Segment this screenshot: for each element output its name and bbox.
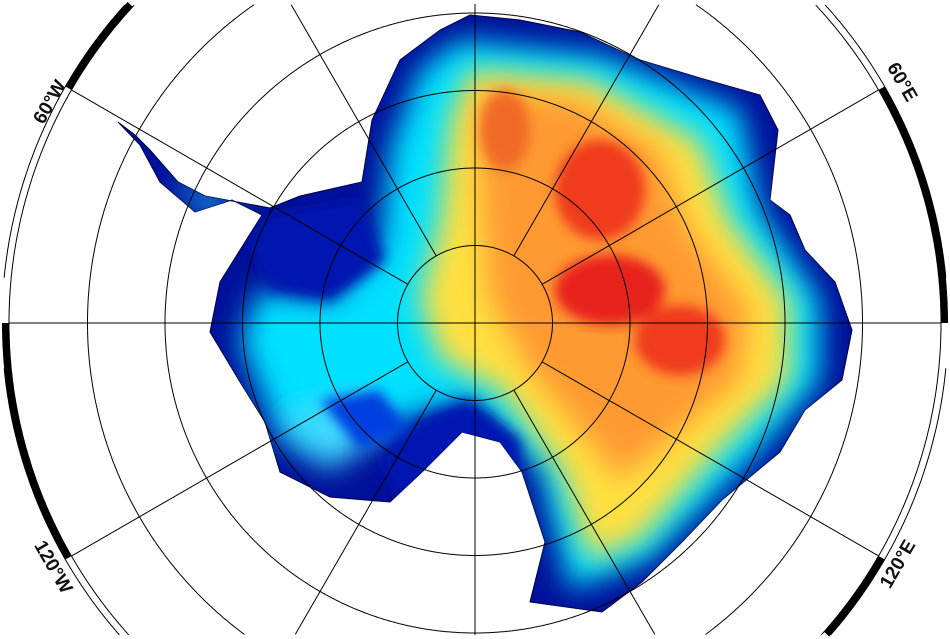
meridian-line — [541, 89, 879, 285]
frame-black-segment — [2, 323, 72, 560]
frame-black-segment — [878, 86, 948, 323]
meridian-line — [541, 361, 879, 557]
label-120e: 120°E — [876, 536, 920, 592]
ice-surface-field — [117, 14, 853, 613]
frame-black-segment — [65, 1, 133, 90]
meridian-line — [513, 4, 660, 257]
label-120w: 120°W — [29, 537, 76, 597]
frame-black-segment — [824, 556, 885, 637]
graticule — [9, 4, 941, 635]
meridian-line — [290, 4, 437, 257]
meridian-line — [71, 361, 409, 557]
meridian-line — [513, 389, 656, 635]
meridian-line — [71, 89, 409, 285]
latitude-circle — [87, 4, 863, 635]
meridian-line — [294, 389, 437, 635]
